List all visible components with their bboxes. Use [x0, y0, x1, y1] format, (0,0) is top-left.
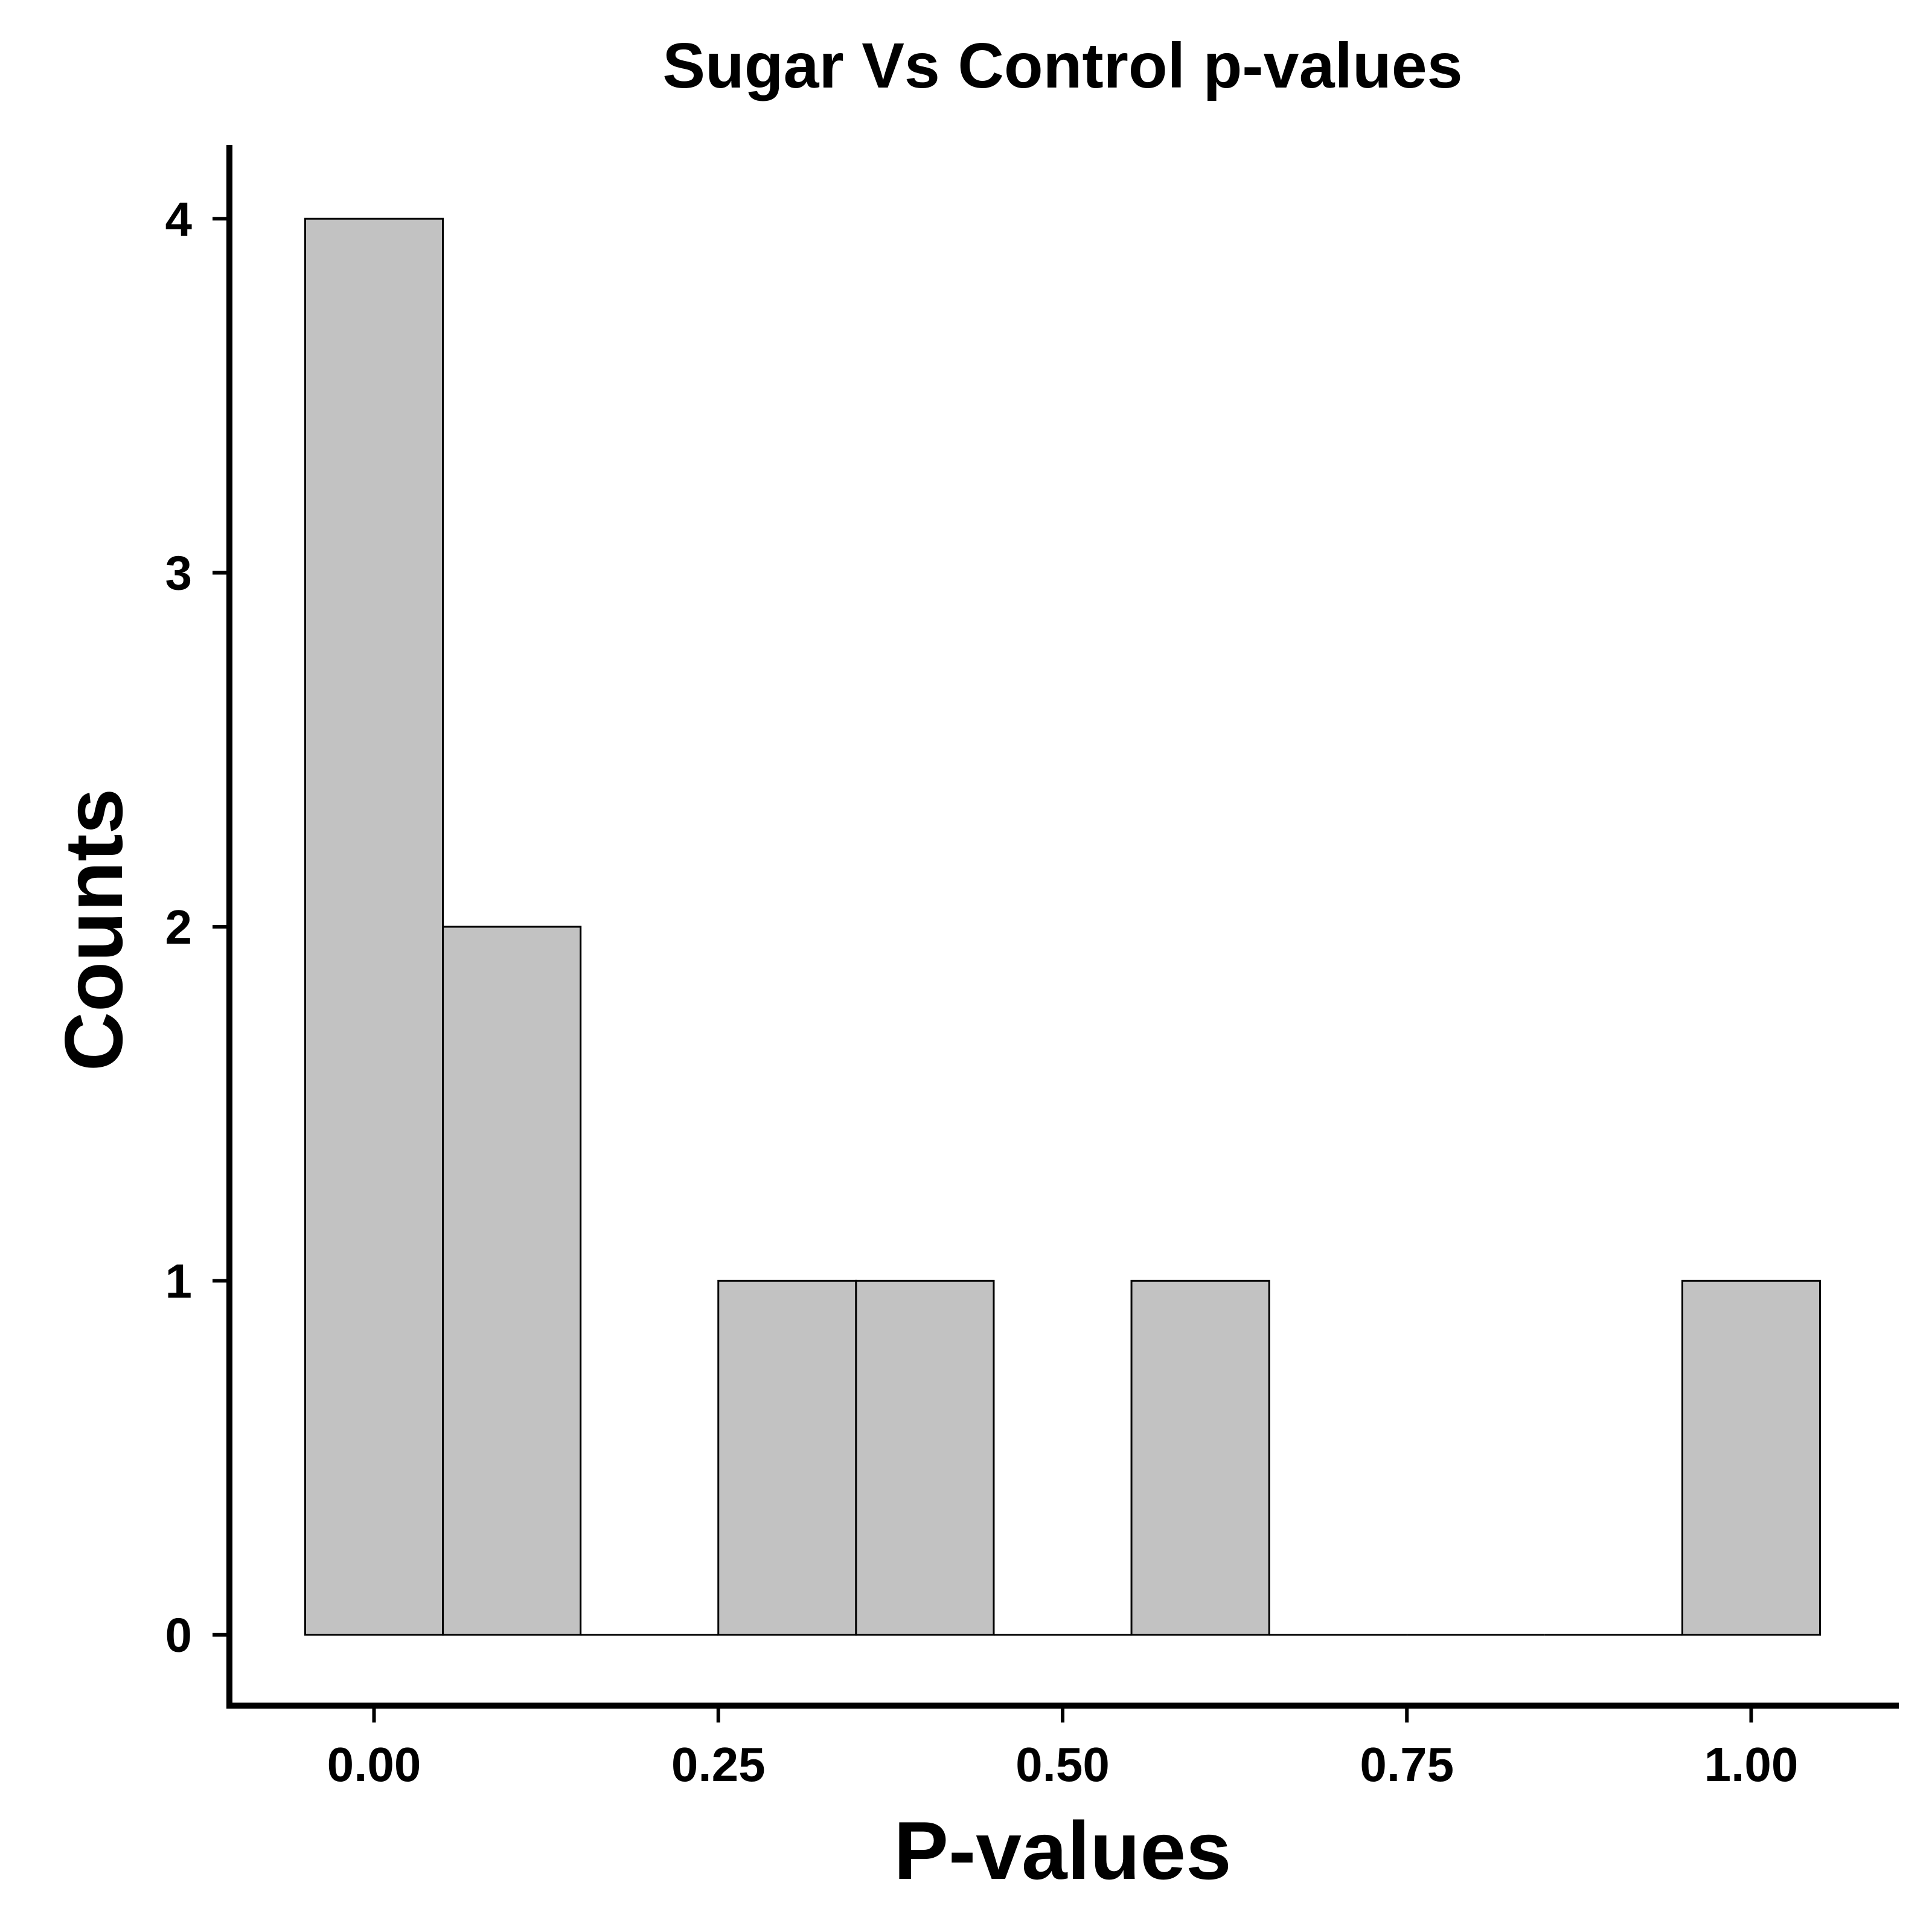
y-tick-label: 1 — [165, 1254, 193, 1308]
x-tick-label: 0.75 — [1360, 1738, 1454, 1791]
histogram-bar — [304, 217, 444, 1636]
chart-title: Sugar Vs Control p-values — [662, 30, 1462, 101]
y-tick-label: 3 — [165, 546, 193, 600]
y-tick-label: 2 — [165, 900, 193, 954]
histogram-bar — [717, 1279, 857, 1636]
x-tick-label: 0.00 — [327, 1738, 421, 1791]
x-axis-title: P-values — [894, 1805, 1231, 1896]
x-tick-label: 1.00 — [1704, 1738, 1799, 1791]
bars-layer — [304, 217, 1822, 1636]
histogram-bar — [1681, 1279, 1822, 1636]
histogram-bar — [855, 1279, 995, 1636]
x-tick-label: 0.25 — [671, 1738, 766, 1791]
ticks-layer: 0.00 0.25 0.50 0.75 1.00 0 1 2 3 4 — [165, 192, 1799, 1791]
y-tick-label: 4 — [165, 192, 193, 246]
y-tick-label: 0 — [165, 1608, 193, 1662]
y-axis-title: Counts — [48, 788, 139, 1071]
x-tick-label: 0.50 — [1016, 1738, 1110, 1791]
histogram-bar — [442, 926, 582, 1636]
histogram-bar — [1130, 1279, 1270, 1636]
